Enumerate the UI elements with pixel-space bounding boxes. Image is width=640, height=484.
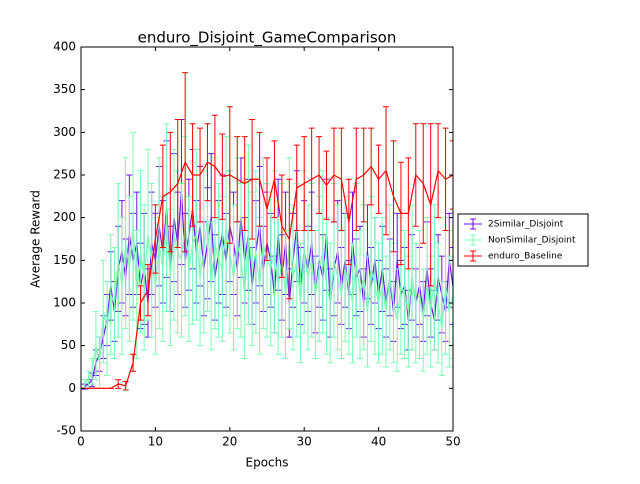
chart-title: enduro_Disjoint_GameComparison [138,29,397,48]
y-tick-label: -50 [56,424,76,438]
series-line [84,192,453,388]
series-line [81,160,453,389]
x-tick-label: 10 [148,435,163,449]
plot-frame [80,46,454,432]
legend-label: NonSimilar_Disjoint [488,236,576,246]
y-tick-label: 100 [53,296,76,310]
y-tick-label: 300 [53,125,76,139]
error-bar [450,247,453,325]
x-tick-label: 0 [77,435,85,449]
y-tick-label: 150 [53,253,76,267]
legend-label: enduro_Baseline [488,252,563,262]
error-bar [450,229,453,359]
x-tick-label: 50 [445,435,460,449]
y-tick-label: 50 [61,338,76,352]
x-axis-label: Epochs [246,456,289,470]
x-tick-label: 20 [222,435,237,449]
plot-area [81,72,453,391]
y-tick-label: 200 [53,210,76,224]
y-axis-label: Average Reward [29,190,43,288]
y-tick-label: 0 [68,381,76,395]
error-bar [450,140,453,210]
series-line [84,217,453,385]
legend-symbol [464,250,482,262]
y-tick-label: 350 [53,82,76,96]
x-tick-label: 30 [297,435,312,449]
y-tick-label: 250 [53,168,76,182]
legend-symbol [464,234,482,246]
x-tick-label: 40 [371,435,386,449]
y-tick-label: 400 [53,40,76,54]
legend-label: 2Similar_Disjoint [488,220,564,230]
legend-symbol [464,218,482,230]
